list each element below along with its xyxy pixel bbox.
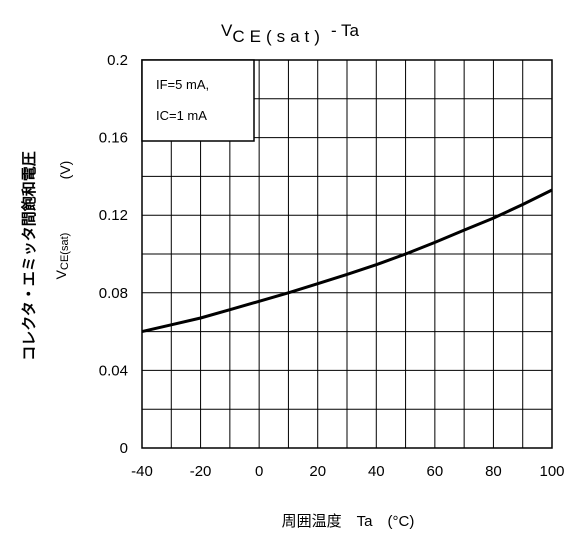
x-tick-label: 40 [368, 463, 385, 480]
x-axis-label: 周囲温度 Ta (°C) [282, 513, 415, 530]
plot-border [141, 59, 553, 449]
x-tick-label: 80 [485, 463, 502, 480]
condition-box: IF=5 mA, IC=1 mA [141, 59, 255, 142]
plot-frame [141, 59, 553, 449]
series-group [141, 188, 553, 334]
series-line [141, 188, 553, 334]
y-tick-label: 0 [120, 440, 128, 457]
y-tick-label: 0.16 [99, 130, 128, 147]
y-axis-symbol-main: V [53, 269, 69, 279]
y-axis-unit-text: (V) [57, 161, 73, 180]
y-tick-label: 0.12 [99, 207, 128, 224]
y-axis-label: コレクタ・エミッタ間飽和電圧 [20, 151, 38, 360]
y-axis-symbol: VCE(sat) [53, 233, 71, 280]
condition-line-2: IC=1 mA [156, 108, 207, 123]
x-tick-label: 100 [539, 463, 564, 480]
y-tick-labels: 0 0.04 0.08 0.12 0.16 0.2 [99, 52, 128, 457]
y-tick-label: 0.08 [99, 285, 128, 302]
y-tick-label: 0.04 [99, 362, 128, 379]
condition-box-frame [141, 59, 255, 142]
y-axis-unit: (V) [57, 161, 73, 180]
chart-title-subscript: CE(sat) [232, 27, 325, 46]
y-axis-symbol-text: VCE(sat) [53, 233, 71, 280]
y-axis-symbol-sub: CE(sat) [59, 233, 71, 270]
y-tick-label: 0.2 [107, 52, 128, 69]
condition-line-1: IF=5 mA, [156, 77, 209, 92]
chart-title-suffix: - Ta [331, 21, 360, 40]
x-tick-label: 20 [309, 463, 326, 480]
x-tick-label: 60 [427, 463, 444, 480]
x-tick-label: -20 [190, 463, 212, 480]
x-tick-labels: -40 -20 0 20 40 60 80 100 [131, 463, 564, 480]
chart-title-main: V [221, 21, 233, 40]
grid-lines [142, 60, 552, 448]
y-axis-label-jp: コレクタ・エミッタ間飽和電圧 [20, 151, 38, 360]
x-tick-label: 0 [255, 463, 263, 480]
x-tick-label: -40 [131, 463, 153, 480]
chart-title: VCE(sat) - Ta [221, 21, 360, 46]
